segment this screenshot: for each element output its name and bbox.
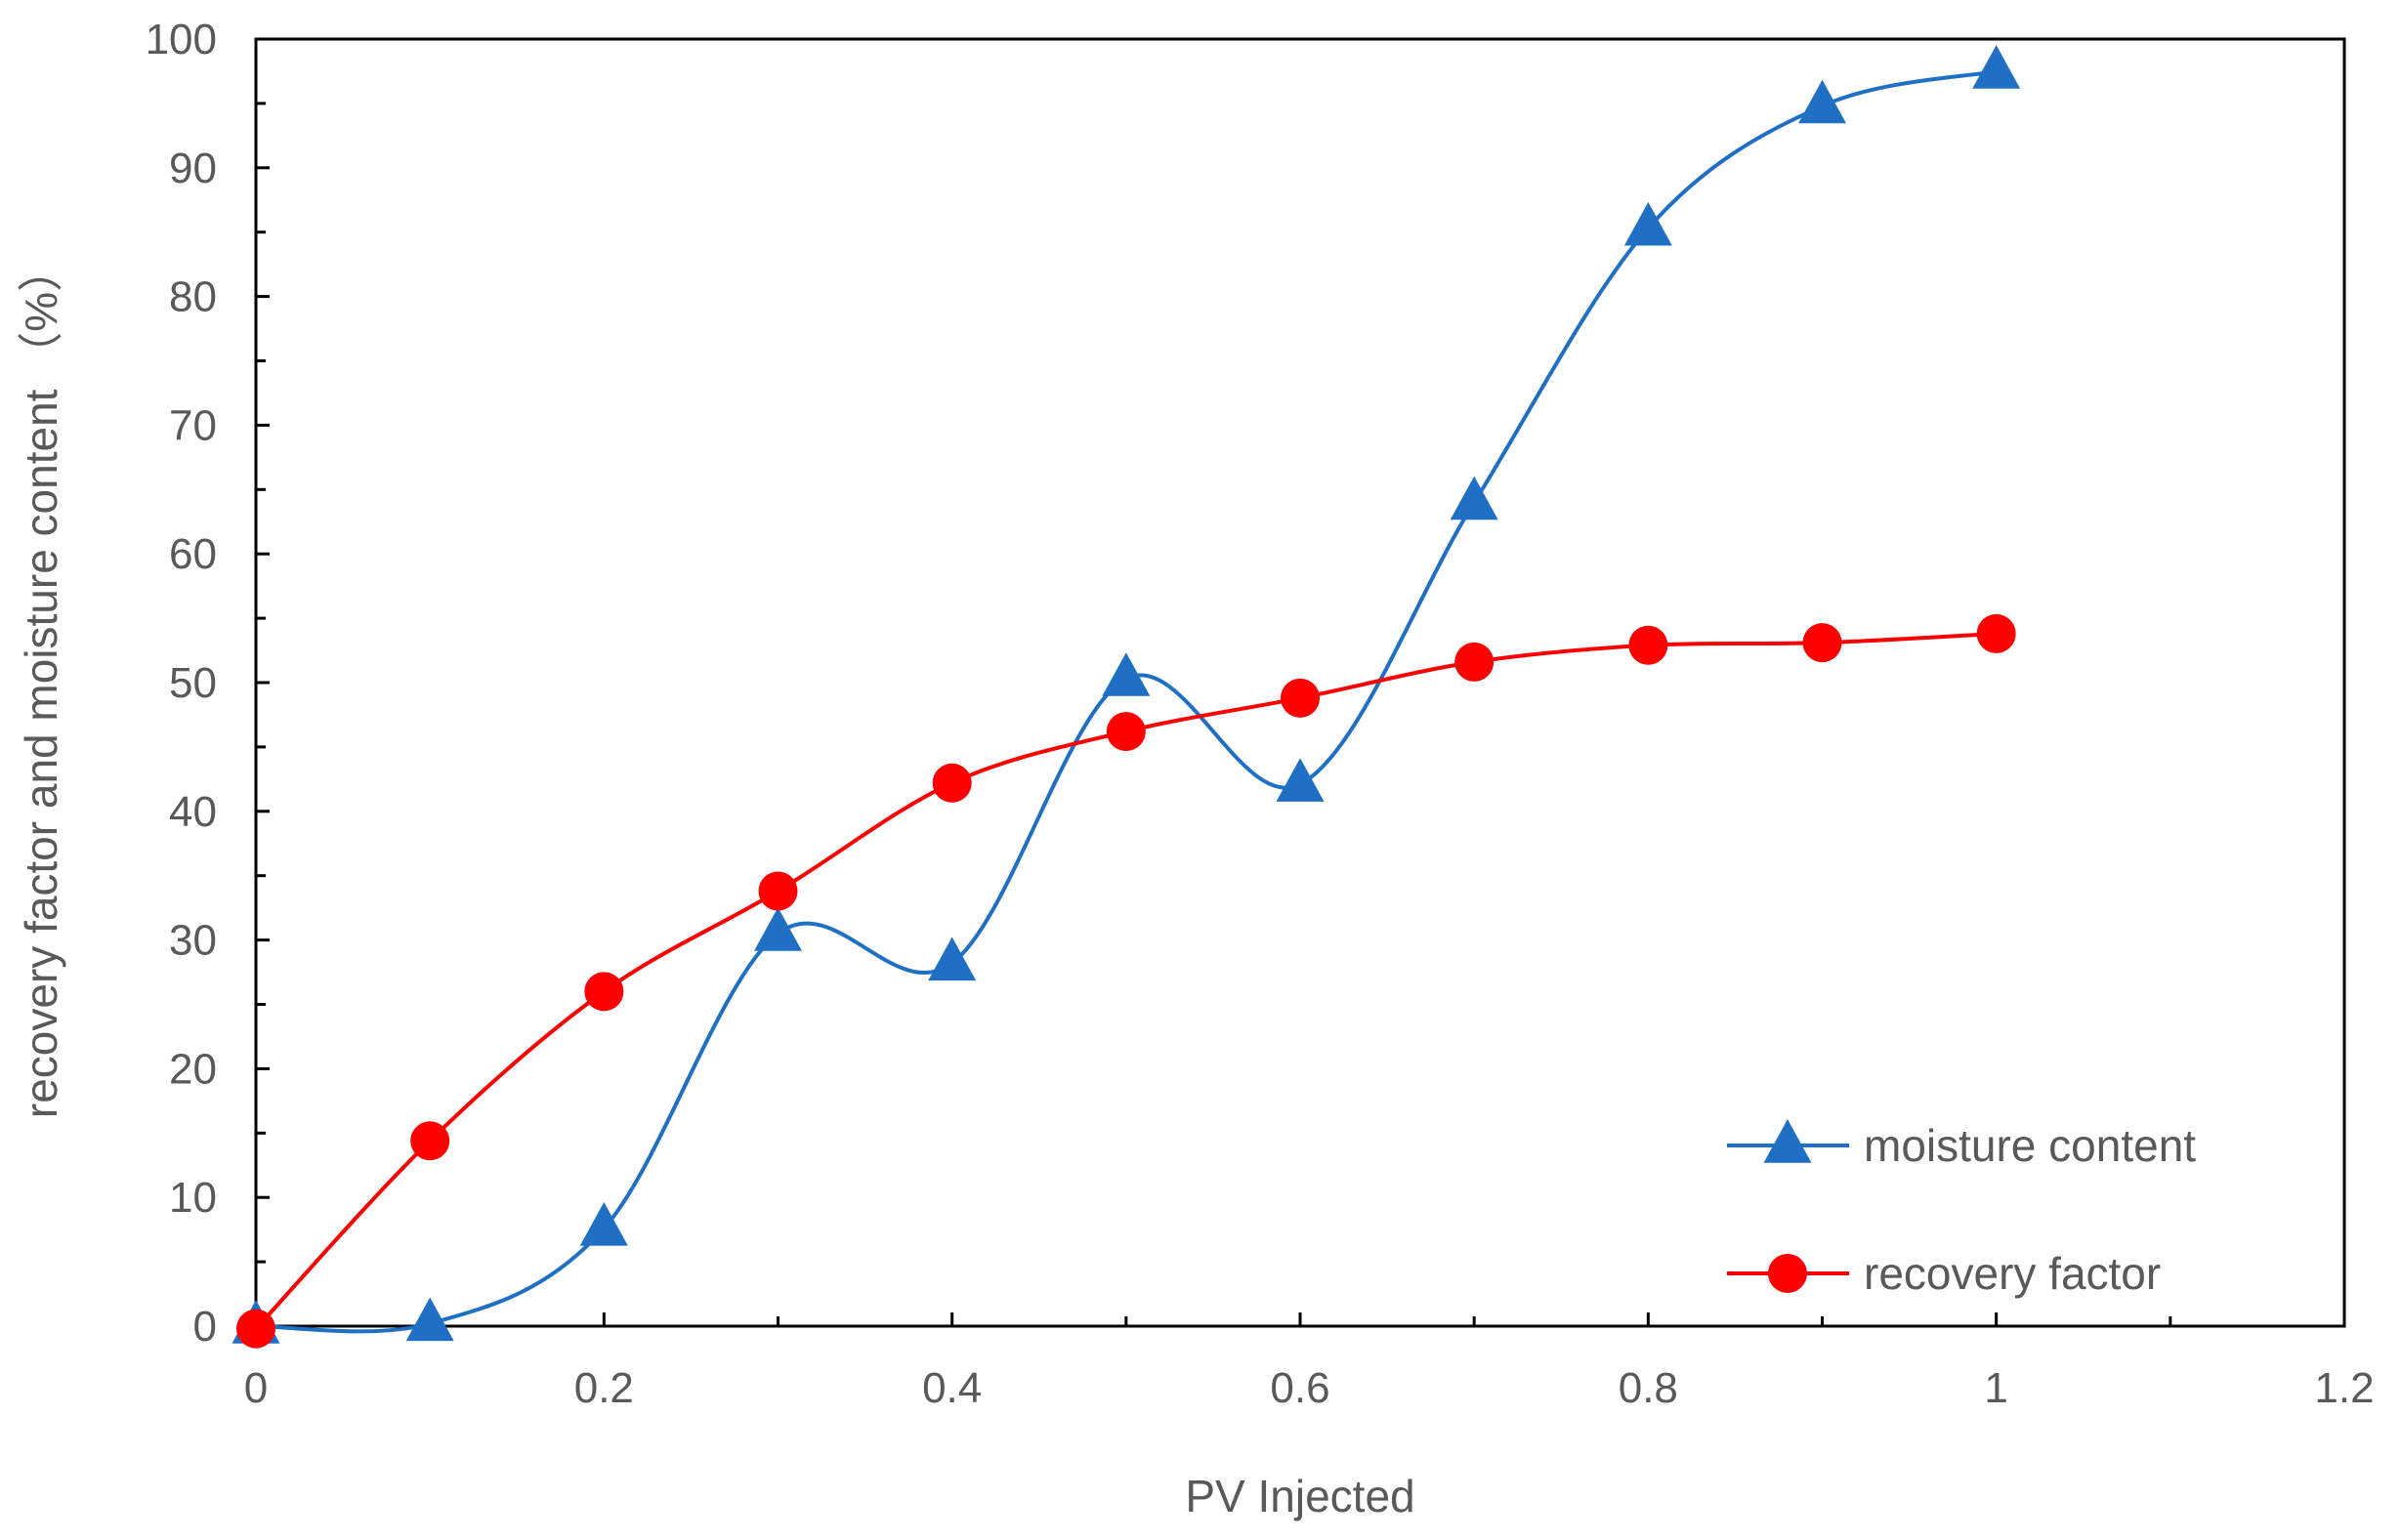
x-axis-title: PV Injected	[1185, 1471, 1414, 1521]
series-line	[254, 631, 1999, 1331]
circle-marker	[1281, 678, 1320, 718]
y-tick-label: 70	[169, 401, 217, 449]
legend-label: moisture content	[1864, 1120, 2196, 1171]
x-tick-label: 0.6	[1270, 1364, 1329, 1412]
triangle-marker	[1450, 476, 1498, 520]
x-tick-label: 1.2	[2314, 1364, 2374, 1412]
y-tick-label: 50	[169, 659, 217, 707]
x-tick-label: 0.8	[1619, 1364, 1678, 1412]
legend: moisture content recovery factor	[1727, 1119, 2196, 1299]
y-tick-label: 30	[169, 917, 217, 965]
circle-marker	[1454, 642, 1495, 682]
triangle-marker	[1798, 79, 1846, 124]
triangle-marker	[1276, 758, 1325, 802]
series-recovery-factor	[236, 613, 2016, 1349]
x-tick-label: 1	[1984, 1364, 2007, 1412]
y-axis-title: recovery factor and moisture content （%）	[16, 247, 66, 1118]
series-layer	[232, 45, 2021, 1349]
triangle-marker	[928, 936, 977, 981]
circle-marker	[1106, 712, 1146, 752]
y-tick-label: 10	[169, 1174, 217, 1222]
x-tick-label: 0.2	[574, 1364, 634, 1412]
legend-entry: recovery factor	[1727, 1248, 2161, 1299]
x-tick-label: 0.4	[922, 1364, 982, 1412]
y-tick-label: 60	[169, 530, 217, 578]
legend-label: recovery factor	[1864, 1248, 2161, 1299]
axes-layer: 0 0.2 0.4 0.6 0.8 1 1.2 0 10 20 30 40 50 60 70 80 90 100	[146, 16, 2375, 1412]
circle-marker	[584, 972, 624, 1012]
series-moisture-content	[232, 45, 2021, 1344]
circle-marker	[932, 763, 972, 803]
triangle-marker	[579, 1202, 628, 1246]
circle-marker	[236, 1309, 275, 1349]
legend-entry: moisture content	[1727, 1119, 2196, 1171]
triangle-marker	[1102, 652, 1151, 696]
y-tick-label: 20	[169, 1045, 217, 1093]
triangle-marker	[754, 907, 802, 951]
y-tick-label: 90	[169, 145, 217, 192]
circle-marker	[1802, 623, 1842, 663]
y-tick-label: 80	[169, 273, 217, 321]
circle-marker	[1628, 625, 1668, 665]
y-tick-label: 100	[146, 16, 217, 63]
triangle-marker	[405, 1297, 454, 1342]
circle-marker	[758, 871, 798, 911]
x-tick-label: 0	[244, 1364, 268, 1412]
triangle-marker	[1972, 45, 2021, 89]
circle-marker	[1976, 613, 2016, 653]
triangle-marker	[1623, 201, 1672, 246]
circle-marker	[410, 1121, 450, 1161]
y-tick-label: 40	[169, 788, 217, 836]
y-tick-label: 0	[193, 1303, 217, 1351]
legend-circle-marker	[1768, 1254, 1807, 1293]
legend-triangle-marker	[1763, 1119, 1812, 1163]
